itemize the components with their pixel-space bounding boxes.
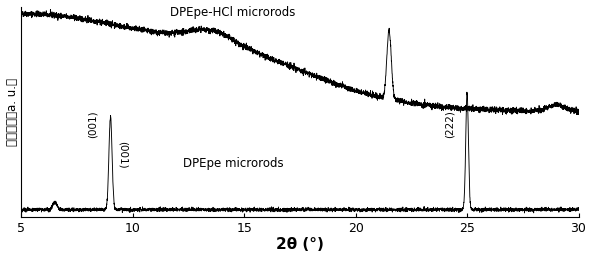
X-axis label: 2θ (°): 2θ (°) [276,237,324,252]
Text: DPEpe microrods: DPEpe microrods [183,157,284,170]
Text: DPEpe-HCl microrods: DPEpe-HCl microrods [170,6,296,19]
Text: (222): (222) [444,110,454,138]
Text: (001): (001) [88,110,98,138]
Text: (001): (001) [117,141,127,169]
Y-axis label: 相对强度（a. u.）: 相对强度（a. u.） [5,78,18,146]
